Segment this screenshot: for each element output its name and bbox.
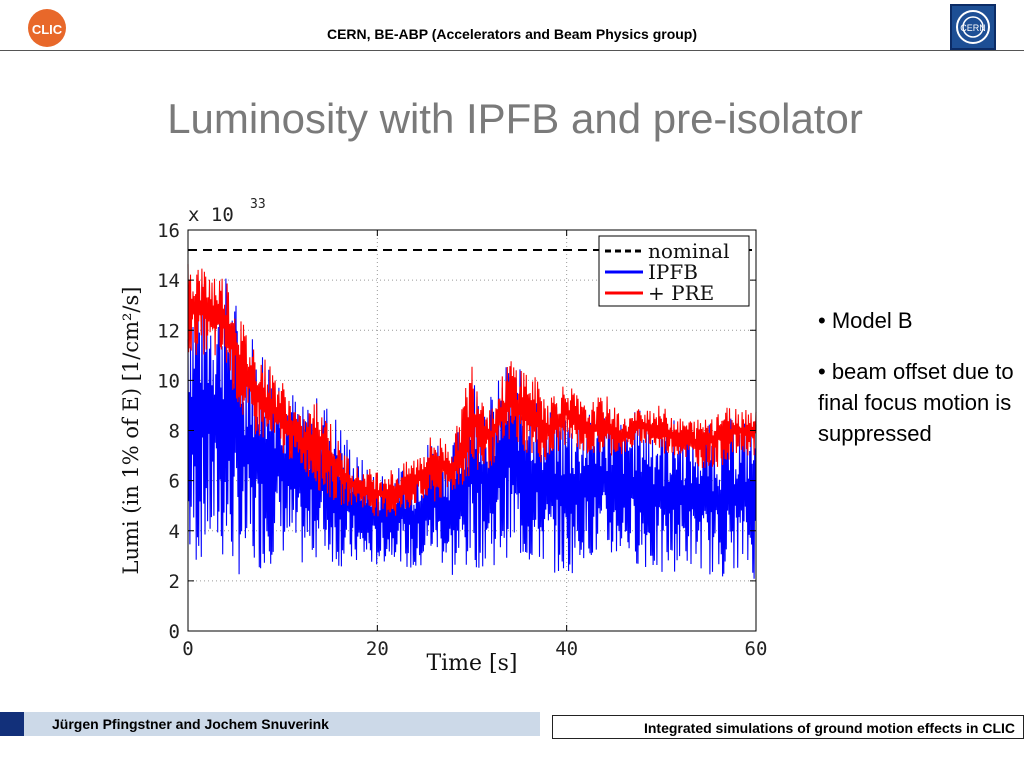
legend-label: IPFB [648,260,698,284]
bullet-list: • Model B • beam offset due to final foc… [818,305,1018,469]
y-tick-label: 6 [169,471,180,493]
footer-talk-box: Integrated simulations of ground motion … [552,715,1024,739]
header-divider [0,50,1024,51]
legend-label: + PRE [648,281,714,305]
footer-accent [0,712,24,736]
footer-talk-title: Integrated simulations of ground motion … [643,720,1015,736]
y-tick-label: 4 [169,521,180,543]
bullet-model: • Model B [818,308,913,333]
x-axis-label: Time [s] [426,651,517,676]
clic-logo-text: CLIC [32,22,63,37]
y-multiplier: x 10 [188,204,234,226]
y-tick-label: 10 [157,370,180,392]
cern-logo: CERN [950,4,996,50]
y-tick-label: 0 [169,621,180,643]
series-pre-line [187,264,757,517]
legend-label: nominal [648,239,729,263]
cern-logo-text: CERN [960,23,986,33]
clic-logo: CLIC [27,8,67,48]
footer: Jürgen Pfingstner and Jochem Snuverink I… [0,712,1024,739]
y-exponent: 33 [250,197,266,212]
slide-title: Luminosity with IPFB and pre-isolator [167,95,863,142]
footer-authors: Jürgen Pfingstner and Jochem Snuverink [52,716,329,732]
header-title: CERN, BE-ABP (Accelerators and Beam Phys… [326,26,698,42]
bullet-offset: • beam offset due to final focus motion … [818,359,1014,446]
y-tick-label: 8 [169,421,180,443]
y-tick-label: 16 [157,220,180,242]
luminosity-chart: 0 2 4 6 8 10 12 14 16 0 20 40 60 x 10 33 Time [s] Lumi (… [100,190,780,685]
x-tick-label: 20 [366,638,389,660]
chart-svg: 0 2 4 6 8 10 12 14 16 0 20 40 60 x 10 33 Time [s] Lumi (… [119,197,768,676]
y-axis-label: Lumi (in 1% of E) [1/cm²/s] [119,287,143,575]
footer-authors-bar: Jürgen Pfingstner and Jochem Snuverink [0,712,540,736]
y-tick-label: 2 [169,571,180,593]
y-tick-label: 12 [157,320,180,342]
y-tick-label: 14 [157,270,180,292]
x-tick-label: 0 [182,638,193,660]
x-tick-label: 60 [745,638,768,660]
x-tick-label: 40 [555,638,578,660]
